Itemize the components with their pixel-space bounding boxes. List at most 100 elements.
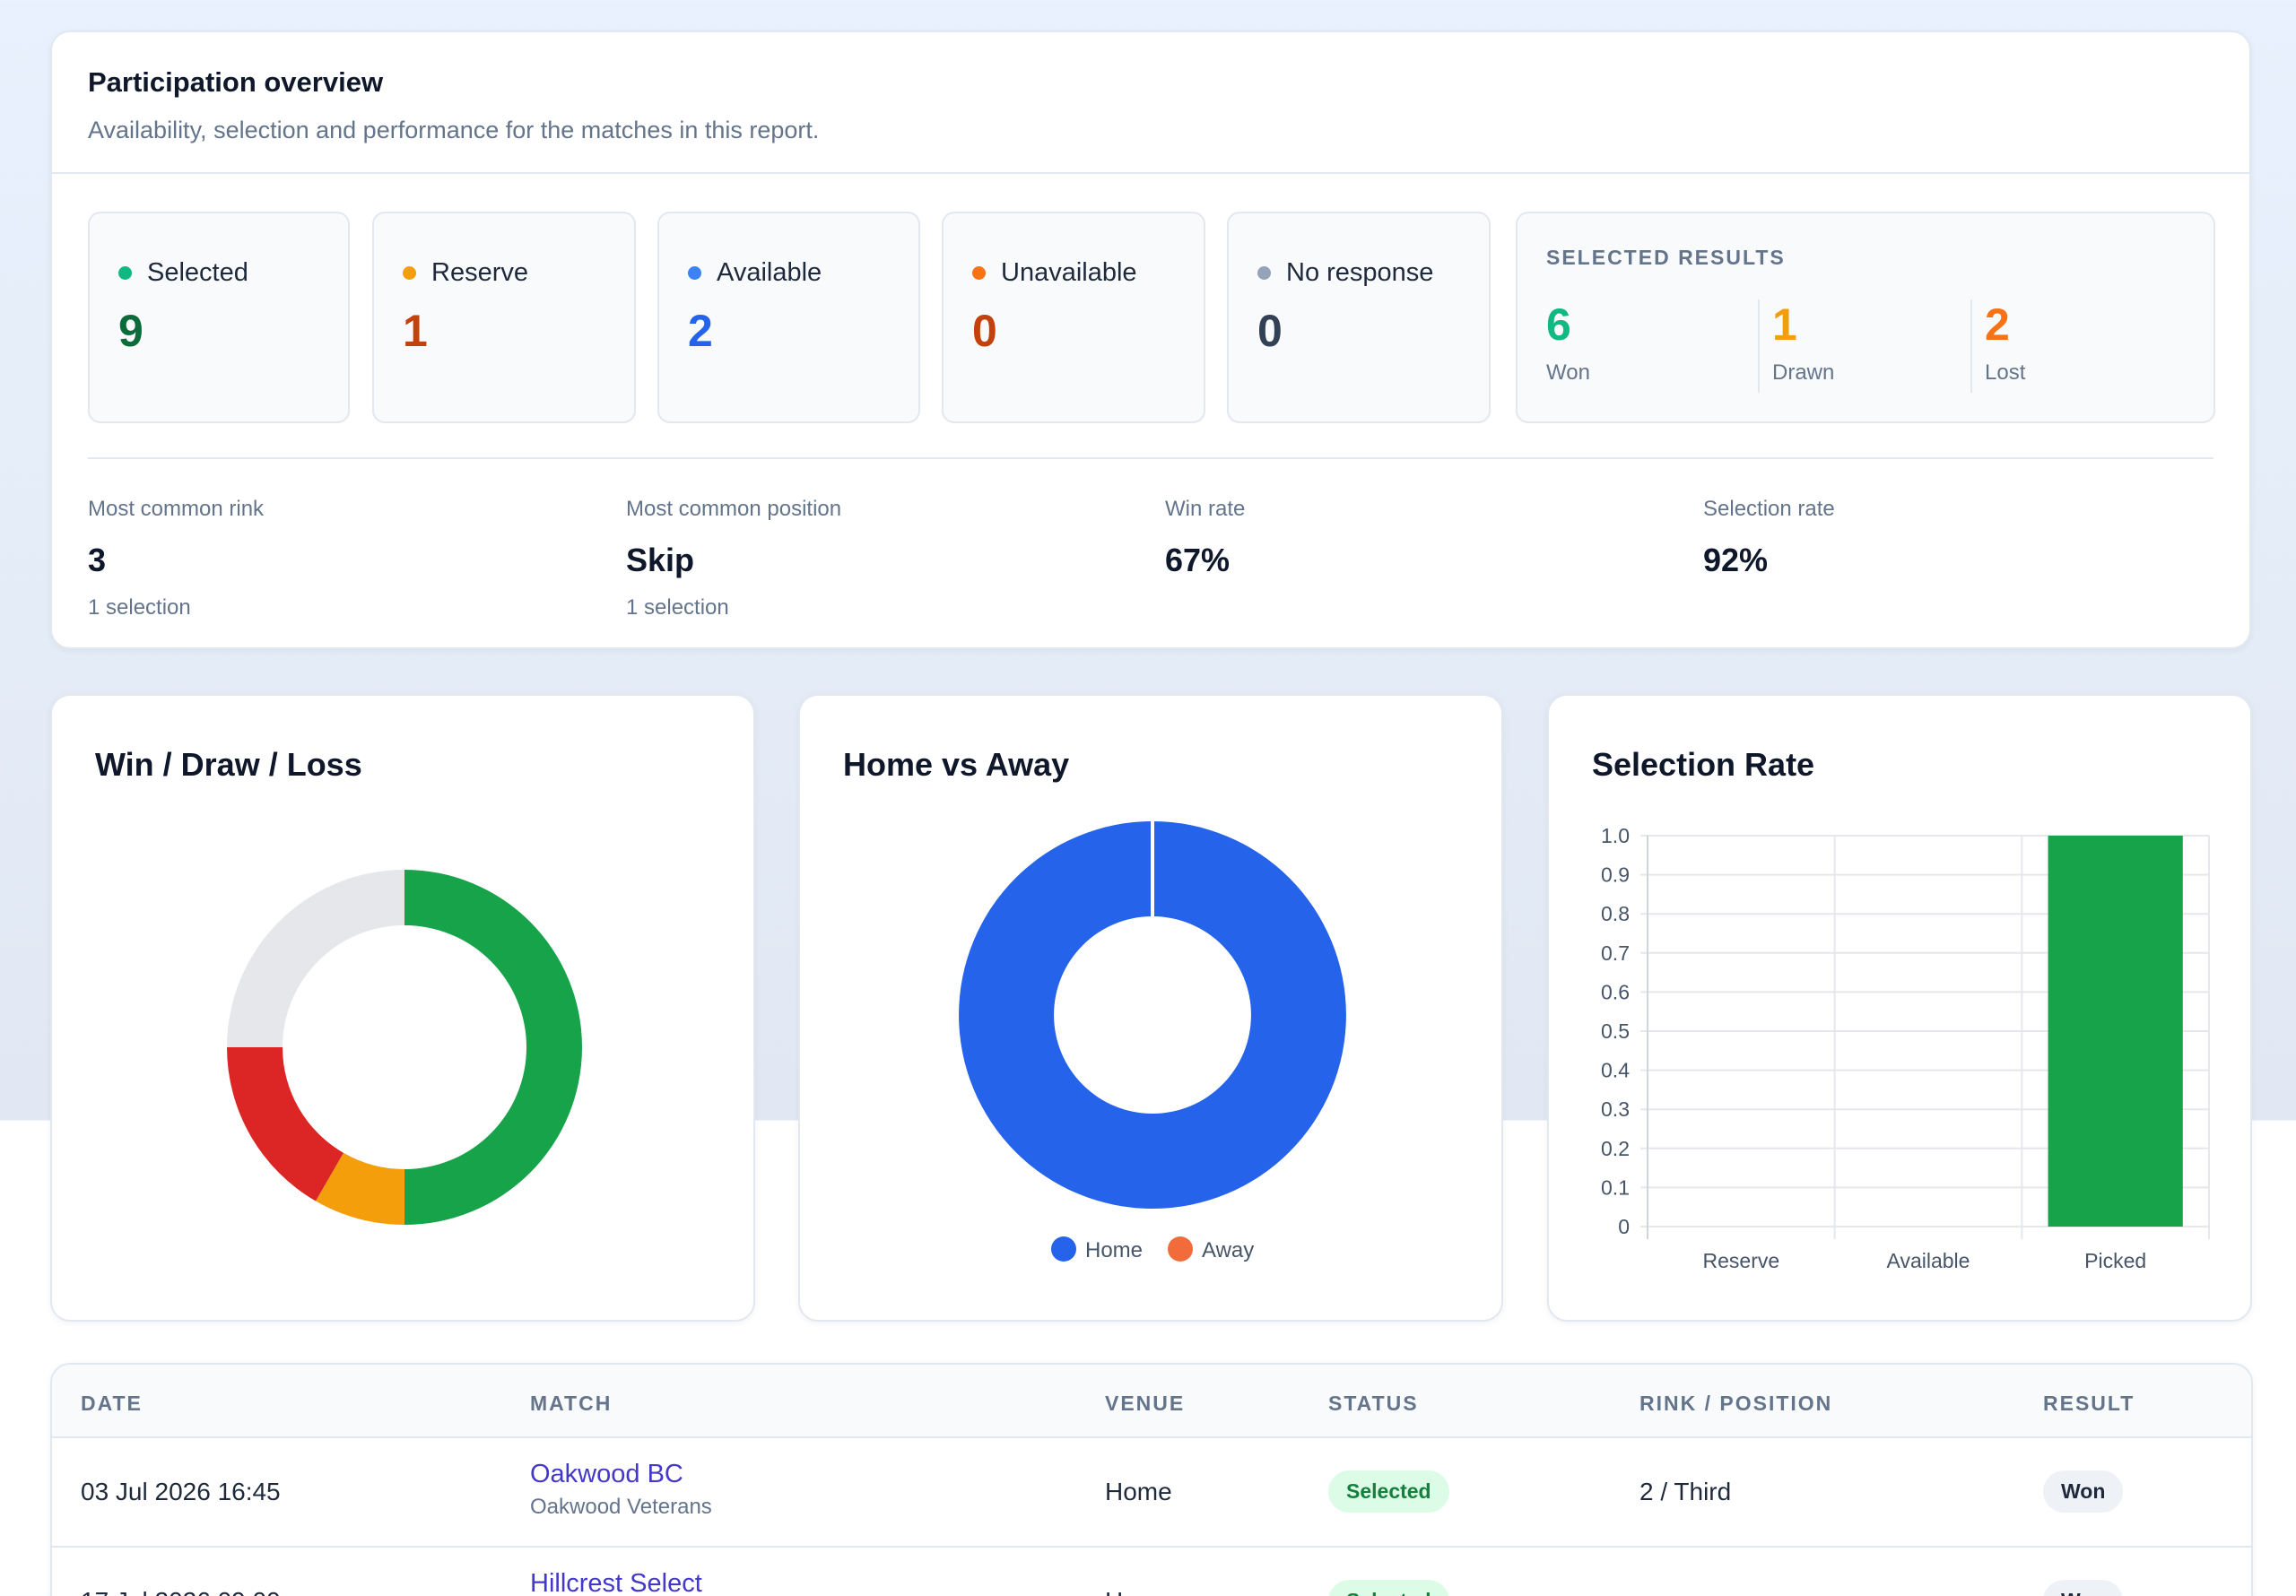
- lost-label: Lost: [1985, 360, 2026, 385]
- metric-label: Selection rate: [1703, 497, 1835, 521]
- selected-dot-icon: [118, 266, 132, 280]
- header-venue[interactable]: VENUE: [1105, 1392, 1186, 1415]
- stat-reserve: Reserve 1: [372, 212, 636, 423]
- metric-label: Win rate: [1165, 497, 1246, 521]
- metric-common-rink: Most common rink 3 1 selection: [88, 497, 264, 620]
- result-badge: Won: [2043, 1470, 2124, 1513]
- header-result[interactable]: RESULT: [2043, 1392, 2135, 1415]
- result-drawn: 1 Drawn: [1772, 299, 1834, 393]
- chart-title: Home vs Away: [843, 746, 1070, 783]
- metric-value: 67%: [1165, 542, 1231, 578]
- result-won: 6 Won: [1546, 299, 1590, 393]
- reserve-dot-icon: [403, 266, 416, 280]
- cell-rink-position: 2 / Third: [1639, 1478, 1732, 1505]
- y-tick-label: 0.5: [1601, 1019, 1630, 1043]
- x-tick-label: Reserve: [1703, 1249, 1780, 1272]
- chart-title: Selection Rate: [1592, 746, 1815, 783]
- stat-label: Reserve: [431, 258, 528, 287]
- cell-date: 17 Jul 2026 09:00: [81, 1587, 281, 1596]
- divider: [1970, 299, 1972, 393]
- home-vs-away-chart: Home Away: [959, 821, 1346, 1262]
- x-tick-label: Picked: [2084, 1249, 2146, 1272]
- legend-home-marker[interactable]: [1051, 1236, 1076, 1262]
- cell-match: Oakwood BC Oakwood Veterans: [530, 1460, 712, 1520]
- cell-match: Hillcrest Select: [530, 1569, 702, 1596]
- y-tick-label: 0.1: [1601, 1175, 1630, 1199]
- overview-header: Participation overview Availability, sel…: [52, 32, 2249, 174]
- win-draw-loss-card: Win / Draw / Loss: [50, 694, 755, 1322]
- metric-value: 3: [88, 542, 107, 578]
- header-date[interactable]: DATE: [81, 1392, 143, 1415]
- unavailable-dot-icon: [972, 266, 986, 280]
- metric-value: 92%: [1703, 542, 1769, 578]
- stat-unavailable: Unavailable 0: [942, 212, 1205, 423]
- metric-sub: 1 selection: [626, 595, 729, 620]
- bar-picked[interactable]: [2048, 836, 2183, 1227]
- stat-label: No response: [1286, 258, 1434, 287]
- result-badge: Won: [2043, 1580, 2124, 1596]
- y-tick-label: 0.4: [1601, 1059, 1630, 1082]
- y-tick-label: 0.9: [1601, 863, 1630, 887]
- metric-label: Most common position: [626, 497, 842, 521]
- selected-results-title: SELECTED RESULTS: [1546, 246, 1786, 269]
- stat-label: Available: [717, 258, 822, 287]
- y-tick-label: 0.3: [1601, 1097, 1630, 1121]
- y-tick-label: 0.2: [1601, 1137, 1630, 1160]
- legend-away-label[interactable]: Away: [1202, 1238, 1254, 1262]
- y-tick-label: 0.8: [1601, 902, 1630, 925]
- table-header: DATE MATCH VENUE STATUS RINK / POSITION …: [52, 1365, 2251, 1438]
- win-draw-loss-chart: [227, 870, 582, 1225]
- selected-results-panel: SELECTED RESULTS 6 Won 1 Drawn 2 Lost: [1516, 212, 2215, 423]
- result-lost: 2 Lost: [1985, 299, 2025, 393]
- chart-title: Win / Draw / Loss: [95, 746, 362, 783]
- slice-other[interactable]: [227, 870, 404, 1047]
- stat-value: 2: [688, 306, 713, 356]
- slice-drawn[interactable]: [316, 1152, 404, 1225]
- slice-lost[interactable]: [227, 1047, 344, 1201]
- metric-label: Most common rink: [88, 497, 265, 521]
- overview-divider: [88, 457, 2213, 459]
- won-label: Won: [1546, 360, 1590, 385]
- y-tick-label: 1.0: [1601, 824, 1630, 847]
- stat-selected: Selected 9: [88, 212, 350, 423]
- cell-date: 03 Jul 2026 16:45: [81, 1478, 281, 1505]
- status-badge: Selected: [1328, 1580, 1449, 1596]
- legend-home-label[interactable]: Home: [1085, 1238, 1143, 1262]
- stat-label: Selected: [147, 258, 248, 287]
- y-tick-label: 0.7: [1601, 941, 1630, 965]
- y-tick-label: 0: [1618, 1215, 1630, 1238]
- stat-value: 9: [118, 306, 144, 356]
- x-tick-label: Available: [1887, 1249, 1970, 1272]
- table-row[interactable]: 03 Jul 2026 16:45 Oakwood BC Oakwood Vet…: [52, 1438, 2251, 1548]
- participation-overview-card: Participation overview Availability, sel…: [50, 30, 2251, 649]
- metric-sub: 1 selection: [88, 595, 191, 620]
- overview-subtitle: Availability, selection and performance …: [88, 117, 820, 143]
- status-badge: Selected: [1328, 1470, 1449, 1513]
- team-name: Oakwood Veterans: [530, 1495, 712, 1519]
- slice-home[interactable]: [959, 821, 1346, 1209]
- cell-venue: Home: [1105, 1478, 1172, 1505]
- stat-value: 0: [972, 306, 997, 356]
- legend-away-marker[interactable]: [1168, 1236, 1193, 1262]
- no-response-dot-icon: [1257, 266, 1271, 280]
- matches-table: DATE MATCH VENUE STATUS RINK / POSITION …: [50, 1363, 2253, 1596]
- lost-count: 2: [1985, 299, 2010, 350]
- drawn-count: 1: [1772, 299, 1797, 350]
- match-link[interactable]: Oakwood BC: [530, 1460, 683, 1488]
- header-match[interactable]: MATCH: [530, 1392, 613, 1415]
- drawn-label: Drawn: [1772, 360, 1835, 385]
- metric-common-position: Most common position Skip 1 selection: [626, 497, 841, 620]
- stat-no-response: No response 0: [1227, 212, 1491, 423]
- metric-win-rate: Win rate 67%: [1165, 497, 1245, 579]
- cell-venue: Home: [1105, 1587, 1172, 1596]
- match-link[interactable]: Hillcrest Select: [530, 1569, 702, 1596]
- header-rink-position[interactable]: RINK / POSITION: [1639, 1392, 1833, 1415]
- header-status[interactable]: STATUS: [1328, 1392, 1419, 1415]
- slice-won[interactable]: [404, 870, 582, 1225]
- stat-available: Available 2: [657, 212, 920, 423]
- overview-title: Participation overview: [88, 66, 384, 98]
- table-row[interactable]: 17 Jul 2026 09:00 Hillcrest Select Home …: [52, 1548, 2251, 1596]
- metric-selection-rate: Selection rate 92%: [1703, 497, 1835, 579]
- metric-value: Skip: [626, 542, 695, 578]
- available-dot-icon: [688, 266, 701, 280]
